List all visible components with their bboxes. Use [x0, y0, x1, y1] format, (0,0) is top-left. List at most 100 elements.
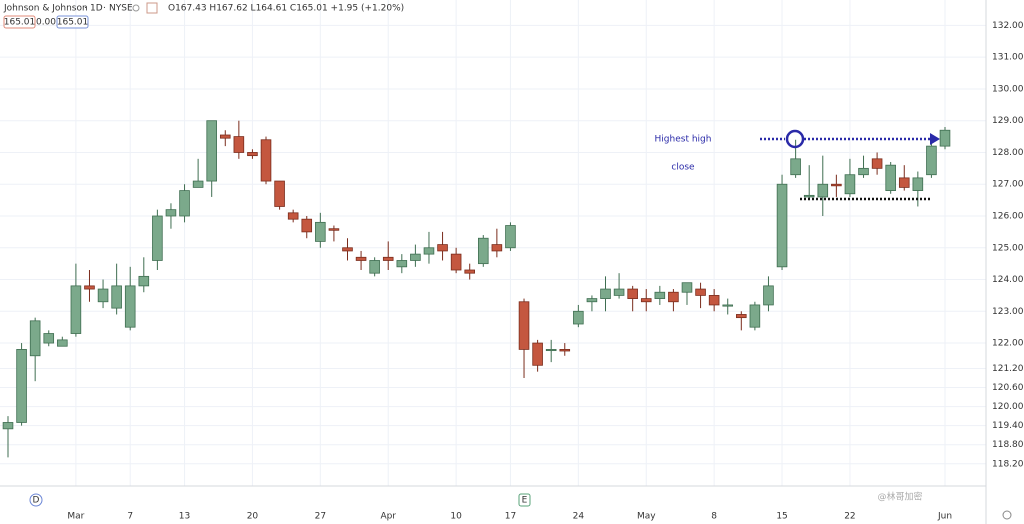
candle-body	[763, 285, 774, 306]
y-tick-label: 125.00	[992, 243, 1024, 253]
candle-body	[342, 247, 353, 252]
candle-body	[844, 174, 856, 195]
candle-body	[192, 180, 204, 188]
x-tick-label: 24	[573, 512, 585, 522]
candle-body	[247, 152, 258, 157]
status-icon	[132, 4, 140, 12]
candle-body	[152, 215, 163, 261]
candle-body	[219, 134, 231, 139]
y-tick-label: 126.00	[992, 212, 1024, 222]
event-marker[interactable]	[518, 493, 531, 507]
settings-gear[interactable]	[1002, 510, 1012, 520]
y-tick-label: 132.00	[992, 21, 1024, 31]
candle-body	[423, 247, 435, 255]
candle-body	[790, 158, 801, 176]
candle-body	[668, 291, 679, 303]
candle-body	[97, 288, 109, 303]
separator: ·	[103, 4, 106, 14]
candle-body	[858, 167, 869, 176]
candle-body	[57, 339, 68, 347]
candle-body	[559, 349, 571, 352]
candle-body	[179, 190, 190, 217]
x-tick-label: 7	[127, 512, 133, 522]
candle-body	[518, 301, 530, 350]
spread: 0.00	[36, 18, 56, 28]
x-tick-label: 15	[776, 512, 787, 522]
ask-box	[56, 15, 89, 29]
annotation-circle	[785, 129, 805, 149]
event-label: D	[33, 496, 40, 506]
candle-body	[505, 225, 516, 249]
candle-body	[124, 285, 136, 328]
candle-body	[532, 342, 543, 366]
y-tick-label: 120.60	[992, 383, 1024, 393]
candle-body	[165, 209, 177, 217]
candle-body	[722, 304, 734, 307]
candles	[2, 120, 951, 458]
y-tick-label: 129.00	[992, 116, 1024, 126]
event-label: E	[522, 496, 528, 506]
candle-body	[16, 349, 27, 423]
candle-body	[627, 288, 638, 299]
candle-body	[355, 256, 367, 261]
y-tick-label: 120.00	[992, 402, 1024, 412]
candle-body	[871, 158, 883, 169]
symbol-title: Johnson & Johnson	[3, 4, 88, 14]
x-tick-label: 13	[179, 512, 190, 522]
candle-body	[640, 298, 652, 303]
candle-body	[369, 260, 380, 274]
candle-body	[70, 285, 82, 334]
x-tick-label: 17	[505, 512, 516, 522]
candle-body	[138, 275, 150, 287]
candle-body	[912, 177, 924, 191]
interval: 1D	[90, 4, 103, 14]
x-tick-label: Jun	[937, 512, 952, 522]
bid-price: 165.01	[4, 18, 36, 28]
candle-body	[464, 269, 475, 274]
x-tick-label: 10	[450, 512, 462, 522]
ask-price: 165.01	[57, 18, 89, 28]
candle-body	[736, 314, 747, 319]
x-tick-label: 22	[844, 512, 855, 522]
x-tick-label: Mar	[67, 512, 84, 522]
candle-body	[274, 180, 285, 207]
candle-body	[287, 212, 299, 220]
y-tick-label: 118.20	[992, 459, 1024, 469]
candle-body	[382, 256, 394, 261]
settings-icon[interactable]	[146, 2, 158, 14]
candle-body	[885, 164, 896, 191]
y-tick-label: 124.00	[992, 275, 1024, 285]
y-tick-label: 130.00	[992, 84, 1024, 94]
candle-body	[491, 244, 503, 252]
x-tick-label: May	[637, 512, 656, 522]
candle-body	[396, 260, 408, 268]
y-tick-label: 119.40	[992, 421, 1024, 431]
candle-body	[84, 285, 95, 290]
candle-body	[2, 422, 14, 430]
candle-body	[898, 177, 910, 188]
candle-body	[749, 304, 761, 328]
y-tick-label: 131.00	[992, 53, 1024, 63]
annotation-text: close	[671, 163, 695, 173]
x-tick-label: 20	[247, 512, 259, 522]
candle-body	[111, 285, 122, 309]
candle-body	[260, 139, 272, 182]
candle-body	[776, 183, 788, 268]
candle-body	[233, 136, 245, 153]
x-tick-label: 27	[315, 512, 326, 522]
candle-body	[708, 295, 720, 306]
x-tick-label: 8	[711, 512, 717, 522]
y-tick-label: 123.00	[992, 307, 1024, 317]
candle-body	[301, 218, 313, 233]
arrow-head	[930, 133, 940, 145]
candle-body	[545, 349, 557, 352]
event-marker[interactable]	[29, 493, 43, 507]
ohlc-info: O167.43 H167.62 L164.61 C165.01 +1.95 (+…	[168, 4, 404, 14]
candle-body	[478, 237, 489, 265]
y-tick-label: 127.00	[992, 180, 1024, 190]
candle-body	[695, 288, 706, 296]
y-tick-label: 121.20	[992, 364, 1024, 374]
candle-body	[939, 129, 951, 147]
